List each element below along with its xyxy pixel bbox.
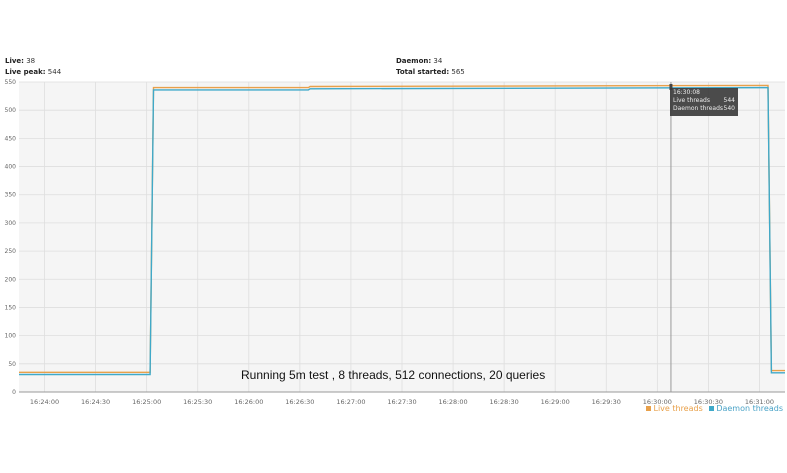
tooltip-live-value: 544 bbox=[723, 97, 735, 104]
legend-daemon-label[interactable]: Daemon threads bbox=[716, 404, 783, 413]
tooltip-row-live: Live threads 544 bbox=[673, 97, 735, 105]
x-tick-label: 16:30:30 bbox=[694, 398, 723, 406]
threads-chart[interactable]: 0 50 100 150 200 250 300 350 400 450 500 550 16:24:0… bbox=[0, 78, 787, 418]
daemon-value: 34 bbox=[433, 57, 443, 65]
thread-stats: Live: 38 Live peak: 544 Daemon: 34 Total… bbox=[0, 56, 787, 80]
live-value: 38 bbox=[26, 57, 36, 65]
hover-marker-handle[interactable] bbox=[669, 84, 673, 90]
live-peak-stat: Live peak: 544 bbox=[5, 67, 61, 77]
hover-tooltip: 16:30:08 Live threads 544 Daemon threads… bbox=[670, 88, 738, 116]
live-stat: Live: 38 bbox=[5, 56, 35, 66]
y-tick-label: 200 bbox=[5, 276, 17, 283]
x-tick-label: 16:28:30 bbox=[490, 398, 519, 406]
daemon-stat: Daemon: 34 bbox=[396, 56, 442, 66]
legend-live-label[interactable]: Live threads bbox=[653, 404, 703, 413]
live-label: Live: bbox=[5, 57, 24, 65]
x-tick-label: 16:29:00 bbox=[541, 398, 570, 406]
total-started-stat: Total started: 565 bbox=[396, 67, 465, 77]
y-tick-label: 400 bbox=[5, 164, 17, 171]
x-tick-label: 16:30:00 bbox=[643, 398, 672, 406]
x-tick-label: 16:27:30 bbox=[387, 398, 416, 406]
x-tick-label: 16:26:00 bbox=[234, 398, 263, 406]
y-tick-label: 350 bbox=[5, 192, 17, 199]
tooltip-daemon-value: 540 bbox=[723, 105, 735, 112]
x-tick-label: 16:31:00 bbox=[745, 398, 774, 406]
daemon-label: Daemon: bbox=[396, 57, 432, 65]
live-peak-value: 544 bbox=[47, 68, 62, 76]
tooltip-row-daemon: Daemon threads 540 bbox=[673, 105, 735, 113]
legend-live-swatch[interactable] bbox=[646, 405, 652, 411]
live-peak-label: Live peak: bbox=[5, 68, 46, 76]
chart-legend: Live threads Daemon threads bbox=[642, 404, 783, 413]
y-tick-label: 550 bbox=[5, 79, 17, 86]
test-annotation: Running 5m test , 8 threads, 512 connect… bbox=[241, 368, 546, 382]
x-tick-label: 16:24:00 bbox=[30, 398, 59, 406]
x-tick-label: 16:27:00 bbox=[336, 398, 365, 406]
x-tick-label: 16:25:30 bbox=[183, 398, 212, 406]
x-tick-label: 16:26:30 bbox=[285, 398, 314, 406]
y-tick-label: 500 bbox=[5, 107, 17, 114]
x-tick-label: 16:25:00 bbox=[132, 398, 161, 406]
y-tick-label: 450 bbox=[5, 135, 17, 142]
y-tick-label: 250 bbox=[5, 248, 17, 255]
y-tick-label: 150 bbox=[5, 304, 17, 311]
x-tick-label: 16:24:30 bbox=[81, 398, 110, 406]
total-started-value: 565 bbox=[451, 68, 465, 76]
series-line-daemon-threads[interactable] bbox=[19, 86, 785, 376]
tooltip-time: 16:30:08 bbox=[673, 89, 700, 96]
tooltip-daemon-label: Daemon threads bbox=[673, 105, 724, 112]
x-tick-label: 16:29:30 bbox=[592, 398, 621, 406]
legend-daemon-swatch[interactable] bbox=[709, 405, 715, 411]
total-started-label: Total started: bbox=[396, 68, 450, 76]
y-tick-label: 300 bbox=[5, 220, 17, 227]
y-tick-label: 100 bbox=[5, 333, 17, 340]
tooltip-live-label: Live threads bbox=[673, 97, 710, 104]
y-tick-label: 0 bbox=[12, 389, 16, 396]
y-tick-label: 50 bbox=[8, 361, 16, 368]
x-tick-label: 16:28:00 bbox=[438, 398, 467, 406]
